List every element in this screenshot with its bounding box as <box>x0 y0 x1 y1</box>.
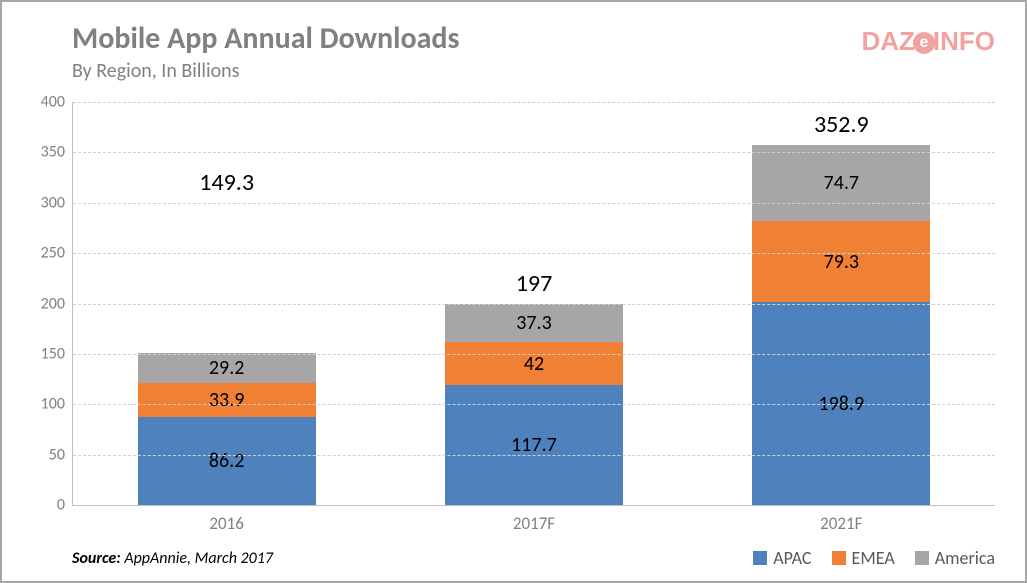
y-tick-label: 50 <box>49 445 65 464</box>
logo-e-icon: e <box>913 32 935 54</box>
y-tick-label: 400 <box>41 93 65 112</box>
bar-total-label: 149.3 <box>199 168 254 197</box>
legend-item-emea: EMEA <box>832 547 895 569</box>
legend-swatch <box>753 551 767 565</box>
legend-swatch <box>832 551 846 565</box>
y-tick-label: 350 <box>41 143 65 162</box>
gridline <box>73 102 995 103</box>
bar-segment-america: 29.2 <box>138 353 316 383</box>
gridline <box>73 354 995 355</box>
legend-item-apac: APAC <box>753 547 811 569</box>
x-tick-label: 2021F <box>820 513 862 534</box>
bar-total-label: 197 <box>516 269 553 298</box>
logo-text-2: INFO <box>933 26 995 56</box>
gridline <box>73 203 995 204</box>
gridline <box>73 253 995 254</box>
bar-segment-emea: 42 <box>445 342 623 385</box>
gridline <box>73 455 995 456</box>
source-label: Source: <box>72 549 121 568</box>
legend-item-america: America <box>915 547 995 569</box>
chart-title: Mobile App Annual Downloads <box>72 20 995 57</box>
bar-segment-emea: 33.9 <box>138 383 316 418</box>
source-text: AppAnnie, March 2017 <box>121 549 273 568</box>
legend-label: APAC <box>773 547 811 569</box>
legend-label: EMEA <box>852 547 895 569</box>
x-tick-label: 2016 <box>209 513 243 534</box>
bar-stack: 198.979.374.7352.9 <box>752 145 930 505</box>
logo: DAZeINFO <box>861 26 995 57</box>
gridline <box>73 152 995 153</box>
plot-area: 86.233.929.2149.32016117.74237.31972017F… <box>72 102 995 506</box>
y-tick-label: 0 <box>57 496 65 515</box>
chart-subtitle: By Region, In Billions <box>72 59 995 83</box>
bar-segment-america: 74.7 <box>752 145 930 221</box>
y-tick-label: 150 <box>41 344 65 363</box>
bar-stack: 86.233.929.2149.3 <box>138 353 316 505</box>
logo-text-1: DAZ <box>861 26 914 56</box>
y-tick-label: 200 <box>41 294 65 313</box>
legend-swatch <box>915 551 929 565</box>
y-tick-label: 100 <box>41 395 65 414</box>
chart-header: Mobile App Annual Downloads By Region, I… <box>72 20 995 83</box>
legend: APAC EMEA America <box>753 547 995 569</box>
chart-footer: Source: AppAnnie, March 2017 APAC EMEA Ame… <box>72 547 995 569</box>
gridline <box>73 404 995 405</box>
bar-segment-apac: 117.7 <box>445 385 623 505</box>
legend-label: America <box>935 547 995 569</box>
bar-segment-america: 37.3 <box>445 304 623 342</box>
source-citation: Source: AppAnnie, March 2017 <box>72 549 273 568</box>
bar-segment-emea: 79.3 <box>752 221 930 302</box>
y-tick-label: 250 <box>41 244 65 263</box>
y-tick-label: 300 <box>41 193 65 212</box>
bar-total-label: 352.9 <box>814 110 869 139</box>
x-tick-label: 2017F <box>513 513 555 534</box>
bar-segment-apac: 86.2 <box>138 417 316 505</box>
gridline <box>73 304 995 305</box>
